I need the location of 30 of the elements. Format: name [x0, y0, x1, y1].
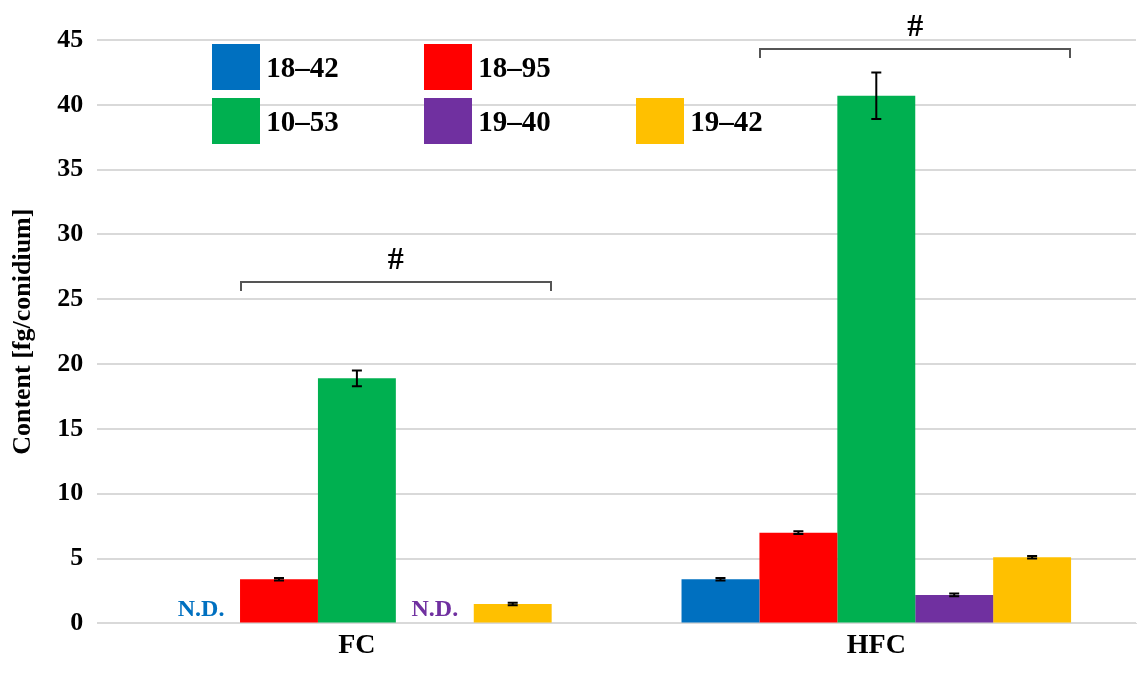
y-tick-label: 40 — [57, 88, 84, 118]
y-tick-label: 10 — [57, 477, 84, 507]
legend-label: 19–40 — [478, 104, 551, 138]
legend-label: 18–42 — [266, 50, 339, 84]
bar — [915, 594, 994, 623]
bar — [473, 603, 552, 623]
y-tick-label: 35 — [57, 153, 84, 183]
legend-label: 10–53 — [266, 104, 339, 138]
y-axis-title: Content [fg/conidium] — [7, 208, 37, 455]
bar — [240, 579, 318, 623]
y-tick-label: 45 — [57, 23, 84, 53]
y-tick-label: 20 — [57, 347, 84, 377]
x-tick-label: FC — [338, 628, 376, 660]
annotation: # — [907, 7, 924, 44]
bar — [993, 557, 1072, 623]
y-tick-label: 30 — [57, 218, 84, 248]
bar — [681, 579, 760, 623]
bar — [317, 378, 396, 623]
y-tick-label: 0 — [70, 607, 84, 637]
bar — [837, 95, 916, 623]
annotation: N.D. — [411, 594, 459, 621]
annotation: N.D. — [177, 594, 225, 621]
y-tick-label: 25 — [57, 283, 84, 313]
annotation: # — [387, 239, 404, 276]
y-tick-label: 15 — [57, 412, 84, 442]
legend-label: 18–95 — [478, 50, 551, 84]
x-tick-label: HFC — [846, 628, 906, 660]
y-tick-label: 5 — [70, 542, 84, 572]
bar — [759, 532, 838, 623]
legend-label: 19–42 — [690, 104, 763, 138]
